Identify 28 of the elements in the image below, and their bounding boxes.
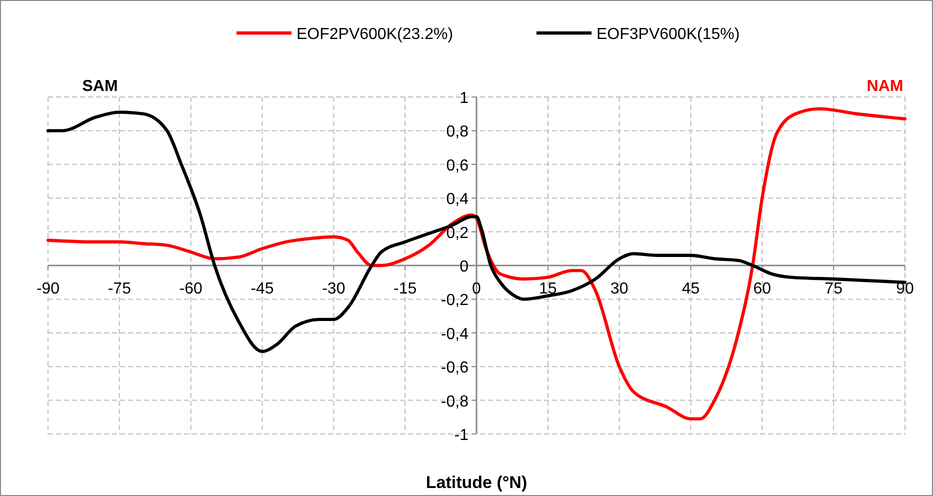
- y-tick-label: 0,4: [446, 191, 469, 208]
- x-tick-label: 75: [824, 280, 843, 298]
- legend-label: EOF3PV600K(15%): [596, 26, 740, 43]
- x-tick-label: 30: [610, 280, 628, 298]
- x-tick-label: 15: [539, 280, 557, 298]
- y-tick-label: -0,4: [440, 326, 469, 343]
- y-tick-label: -0,2: [440, 292, 469, 310]
- x-tick-label: -45: [250, 280, 274, 298]
- x-tick-label: -90: [36, 280, 60, 298]
- x-tick-label: -60: [179, 280, 202, 298]
- x-tick-label: -15: [394, 280, 417, 298]
- legend-label: EOF2PV600K(23.2%): [296, 26, 454, 43]
- x-tick-label: 60: [753, 280, 772, 298]
- y-tick-label: 1: [460, 90, 469, 107]
- y-tick-label: 0,2: [446, 224, 469, 242]
- y-tick-label: -1: [454, 427, 469, 444]
- x-tick-label: 45: [682, 280, 700, 298]
- text: NAM: [866, 78, 904, 95]
- y-tick-label: -0,8: [440, 393, 469, 410]
- y-tick-label: -0,6: [440, 360, 469, 377]
- x-tick-label: 0: [472, 280, 482, 298]
- y-tick-label: 0,6: [446, 157, 469, 174]
- x-axis-title: Latitude (°N): [426, 473, 528, 492]
- y-tick-label: 0: [460, 258, 469, 276]
- x-tick-label: -75: [108, 280, 132, 298]
- text: SAM: [82, 78, 118, 95]
- y-tick-label: 0,8: [446, 124, 469, 141]
- x-tick-label: -30: [322, 280, 346, 298]
